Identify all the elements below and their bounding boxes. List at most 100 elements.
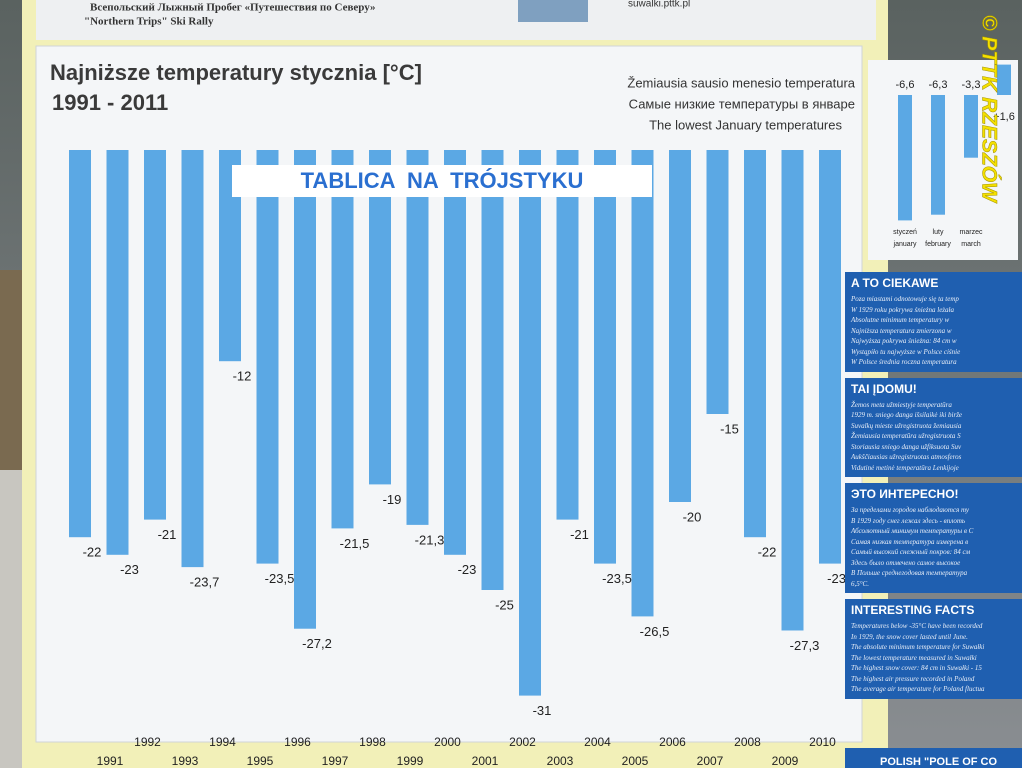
fact-line: В Польше среднегодовая температура — [851, 569, 968, 577]
x-tick-label: 1993 — [172, 754, 199, 768]
bar — [781, 150, 804, 631]
x-tick-label: 2005 — [622, 754, 649, 768]
fact-line: Vidutinė metinė temperatūra Lenkijoje — [851, 463, 959, 472]
fact-line: W 1929 roku pokrywa śnieżna leżała — [851, 305, 954, 314]
bar — [519, 150, 541, 696]
x-tick-label: 2003 — [547, 754, 574, 768]
x-tick-label: march — [961, 241, 981, 248]
watermark: © PTTK RZESZÓW — [977, 15, 1001, 204]
value-label: -26,5 — [640, 624, 670, 639]
x-tick-label: february — [925, 241, 951, 248]
fact-box: A TO CIEKAWE Poza miastami odnotowuje się… — [845, 272, 1022, 372]
value-label: -12 — [233, 369, 252, 384]
bar — [69, 150, 91, 538]
bar — [898, 95, 912, 221]
fact-line: The lowest temperature measured in Suwał… — [851, 653, 977, 662]
x-tick-label: 2009 — [772, 754, 799, 768]
value-label: -23,7 — [190, 575, 220, 590]
header-line: Всепольский Лыжный Пробег «Путешествия п… — [90, 2, 376, 14]
footer-text: POLISH "POLE OF CO — [880, 756, 998, 768]
fact-line: Žemiausia temperatūra užregistruota S — [851, 432, 961, 440]
bar — [819, 150, 841, 564]
bar — [964, 95, 978, 158]
x-tick-label: 2002 — [509, 735, 536, 749]
fact-line: Абсолютный минимум температуры в С — [851, 527, 974, 535]
value-label: -21,5 — [340, 536, 370, 551]
bar — [144, 150, 166, 520]
fact-line: В 1929 году снег лежал здесь - вплоть — [851, 516, 966, 525]
x-tick-label: 1999 — [397, 754, 424, 768]
value-label: -20 — [683, 509, 702, 524]
x-tick-label: styczeń — [893, 229, 917, 236]
x-tick-label: 1996 — [284, 735, 311, 749]
bar — [106, 150, 129, 555]
value-label: -21 — [158, 527, 177, 542]
bar — [481, 150, 504, 590]
translation: Самые низкие температуры в январе — [629, 96, 855, 111]
value-label: -21 — [570, 527, 589, 542]
fact-line: Najwyższa pokrywa śnieżna: 84 cm w — [851, 337, 957, 345]
bar — [997, 64, 1011, 95]
fact-box: ЭТО ИНТЕРЕСНО! За пределами городов наблю… — [845, 483, 1022, 593]
bar — [931, 95, 945, 215]
value-label: -23,5 — [602, 571, 632, 586]
fact-line: Žemos meta užmiestyje temperatūra — [851, 400, 952, 409]
fact-box: INTERESTING FACTS Temperatures below -35°… — [845, 599, 1022, 699]
value-label: -23 — [458, 562, 477, 577]
fact-line: The highest snow cover: 84 cm in Suwałki… — [851, 664, 982, 672]
facts-panel: A TO CIEKAWE Poza miastami odnotowuje się… — [845, 272, 1022, 742]
translation: The lowest January temperatures — [649, 117, 842, 132]
value-label: -31 — [533, 703, 552, 718]
value-label: -23,5 — [265, 571, 295, 586]
fact-heading: TAI ĮDOMU! — [851, 381, 917, 396]
fact-heading: ЭТО ИНТЕРЕСНО! — [851, 487, 959, 501]
x-tick-label: 1992 — [134, 735, 161, 749]
bar — [256, 150, 279, 564]
x-tick-label: 2007 — [697, 754, 724, 768]
fact-line: Самая низкая температура измерена в — [851, 537, 969, 546]
fact-line: 6,5°C. — [851, 579, 869, 588]
fact-line: Suvalkų mieste užregistruota žemiausia — [851, 421, 962, 430]
fact-line: Самый высокий снежный покров: 84 см — [851, 548, 971, 556]
bar — [744, 150, 766, 538]
x-tick-label: january — [893, 241, 917, 248]
value-label: -27,3 — [790, 638, 820, 653]
x-tick-label: 2004 — [584, 735, 611, 749]
header-panel — [36, 0, 876, 40]
fact-line: In 1929, the snow cover lasted until Jun… — [851, 632, 968, 641]
fact-line: За пределами городов наблюдаются ту — [851, 506, 969, 514]
fact-box: TAI ĮDOMU! Žemos meta užmiestyje temperat… — [845, 377, 1022, 477]
bar — [369, 150, 391, 485]
bar — [706, 150, 729, 414]
fact-line: Здесь было отмечено самое высокое — [851, 558, 961, 567]
bar — [181, 150, 204, 568]
value-label: -27,2 — [302, 636, 332, 651]
bar — [406, 150, 429, 525]
x-tick-label: 2010 — [809, 735, 836, 749]
fact-line: The absolute minimum temperature for Suw… — [851, 643, 985, 651]
fact-heading: A TO CIEKAWE — [851, 276, 939, 290]
value-label: -21,3 — [415, 532, 445, 547]
value-label: +1,6 — [993, 111, 1015, 123]
fact-line: Wystąpiło tu najwyższe w Polsce ciśnie — [851, 347, 961, 356]
value-label: -15 — [720, 421, 739, 436]
fact-line: W Polsce średnia roczna temperatura — [851, 358, 957, 366]
overlay-text: TABLICA NA TRÓJSTYKU — [301, 168, 584, 193]
header-site: suwalki.pttk.pl — [628, 0, 690, 10]
fact-line: Aukščiausias užregistruotas atmosferos — [851, 453, 962, 461]
fact-heading: INTERESTING FACTS — [851, 603, 975, 617]
bar — [594, 150, 616, 564]
fact-line: The average air temperature for Poland f… — [851, 685, 985, 693]
x-tick-label: 2006 — [659, 735, 686, 749]
value-label: -19 — [383, 492, 402, 507]
fact-line: Najniższa temperatura zmierzona w — [851, 326, 952, 335]
bar — [556, 150, 579, 520]
x-tick-label: marzec — [960, 229, 983, 236]
fact-line: Temperatures below -35°C have been recor… — [851, 622, 983, 630]
bar — [294, 150, 316, 629]
fact-line: Poza miastami odnotowuje się ta temp — [851, 295, 959, 303]
bar — [669, 150, 691, 502]
fact-line: The highest air pressure recorded in Pol… — [851, 674, 975, 683]
